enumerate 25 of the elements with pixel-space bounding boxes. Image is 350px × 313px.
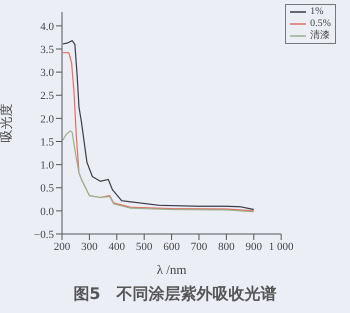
y-tick-label: 4.0 xyxy=(40,20,54,33)
x-tick-label: 500 xyxy=(136,240,153,253)
x-tick-label: 400 xyxy=(108,240,126,253)
legend-label: 清漆 xyxy=(310,30,330,42)
y-tick-label: 2.5 xyxy=(40,90,54,102)
line-series xyxy=(62,130,254,212)
x-axis-title: λ /nm xyxy=(156,262,186,277)
y-tick-label: 2.0 xyxy=(40,113,54,126)
y-tick-label: −0.5 xyxy=(34,228,54,241)
y-tick-label: 3.5 xyxy=(40,44,54,56)
x-tick-label: 600 xyxy=(163,240,180,253)
y-tick-label: 3.0 xyxy=(40,67,54,80)
x-tick-label: 900 xyxy=(246,240,263,253)
caption: 图5 不同涂层紫外吸收光谱 xyxy=(72,284,278,305)
y-tick-label: 0.0 xyxy=(40,206,54,218)
x-tick-label: 1 000 xyxy=(268,240,294,253)
x-tick-label: 200 xyxy=(54,240,71,253)
y-tick-label: 0.5 xyxy=(40,182,54,195)
x-tick-label: 700 xyxy=(190,240,208,253)
x-tick-label: 300 xyxy=(81,240,98,253)
x-tick-label: 800 xyxy=(218,240,236,253)
y-tick-label: 1.5 xyxy=(40,136,54,148)
y-tick-label: 1.0 xyxy=(40,160,54,172)
legend-label: 0.5% xyxy=(310,18,331,30)
legend-label: 1% xyxy=(310,6,324,18)
